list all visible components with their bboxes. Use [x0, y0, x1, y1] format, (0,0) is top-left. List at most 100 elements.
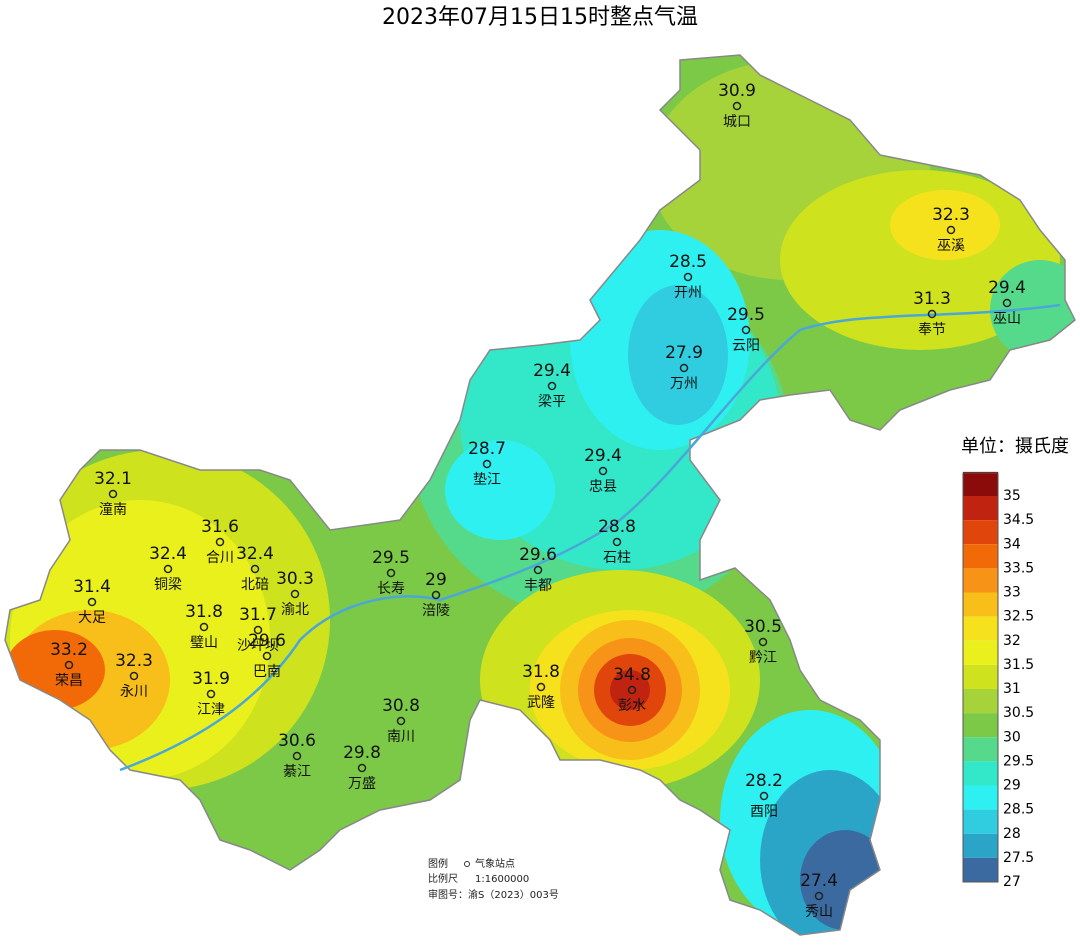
- station-value: 32.4: [236, 544, 274, 564]
- station-name: 彭水: [618, 698, 646, 714]
- station-marker: [108, 489, 118, 499]
- station-marker: [87, 597, 97, 607]
- legend-swatch: [963, 737, 998, 762]
- legend-swatch: [963, 833, 998, 858]
- station-name: 秀山: [805, 904, 833, 920]
- station: 31.4 大足: [73, 577, 111, 626]
- station-marker: [431, 590, 441, 600]
- legend-swatch: [963, 713, 998, 738]
- station: 28.5 开州: [669, 252, 707, 301]
- legend-tick: 31: [1003, 681, 1021, 697]
- station-marker: [292, 751, 302, 761]
- station: 28.8 石柱: [598, 517, 636, 566]
- station: 28.2 酉阳: [745, 771, 783, 820]
- legend-tick: 27.5: [1003, 850, 1034, 866]
- station-value: 32.3: [115, 651, 153, 671]
- legend-tick: 34: [1003, 536, 1021, 552]
- stations: 30.9 城口 32.3 巫溪 28.5 开州 29.5 云阳 31.3 奉节 29.4 巫山 27.9…: [50, 81, 1026, 920]
- station-name: 沙坪坝: [237, 638, 279, 654]
- station-value: 28.2: [745, 771, 783, 791]
- station-value: 32.3: [932, 205, 970, 225]
- station-name: 巫溪: [937, 238, 965, 254]
- station-name: 涪陵: [422, 603, 450, 619]
- station-value: 31.4: [73, 577, 111, 597]
- station-name: 永川: [120, 684, 148, 700]
- station-marker: [64, 660, 74, 670]
- legend-swatch: [963, 544, 998, 569]
- station-value: 29.5: [727, 305, 765, 325]
- station: 32.3 巫溪: [932, 205, 970, 254]
- station: 28.7 垫江: [468, 439, 506, 488]
- station-value: 31.8: [185, 602, 223, 622]
- station-value: 29.4: [533, 361, 571, 381]
- station: 31.7 沙坪坝: [237, 605, 279, 654]
- station-marker: [262, 651, 272, 661]
- legend-tick: 32.5: [1003, 609, 1034, 625]
- station-value: 29.4: [584, 446, 622, 466]
- boundary: [4, 54, 1076, 936]
- station-marker: [759, 791, 769, 801]
- station-name: 綦江: [283, 764, 311, 780]
- legend-tick: 30: [1003, 729, 1021, 745]
- station: 32.1 潼南: [94, 469, 132, 518]
- legend-swatch: [963, 520, 998, 545]
- station-value: 30.9: [718, 81, 756, 101]
- legend-swatch: [963, 689, 998, 714]
- station: 33.2 荣昌: [50, 640, 88, 689]
- station-marker: [206, 689, 216, 699]
- station-value: 29.8: [343, 743, 381, 763]
- station: 31.6 合川: [201, 517, 239, 566]
- station-name: 忠县: [589, 479, 617, 495]
- station-name: 合川: [206, 550, 234, 566]
- station-value: 27.4: [800, 871, 838, 891]
- station-marker: [250, 564, 260, 574]
- station-name: 铜梁: [154, 577, 182, 593]
- station: 30.6 綦江: [278, 731, 316, 780]
- approval: 审图号：渝S（2023）003号: [428, 888, 559, 901]
- station: 30.5 黔江: [744, 617, 782, 666]
- station-name: 大足: [78, 610, 106, 626]
- station: 31.8 璧山: [185, 602, 223, 651]
- station-label: 气象站点: [475, 857, 515, 870]
- station-marker: [946, 225, 956, 235]
- station-value: 28.8: [598, 517, 636, 537]
- legend-tick: 35: [1003, 488, 1021, 504]
- station: 30.8 南川: [382, 696, 420, 745]
- station-name: 万州: [670, 376, 698, 392]
- legend-swatch: [963, 809, 998, 834]
- station: 29.4 梁平: [533, 361, 571, 410]
- station: 34.8 彭水: [613, 665, 651, 714]
- station-value: 31.6: [201, 517, 239, 537]
- station-name: 巫山: [993, 311, 1021, 327]
- station-value: 30.3: [276, 569, 314, 589]
- station: 31.3 奉节: [913, 289, 951, 338]
- station-name: 渝北: [281, 602, 309, 618]
- legend-tick: 32: [1003, 633, 1021, 649]
- station-value: 28.7: [468, 439, 506, 459]
- station-marker: [290, 589, 300, 599]
- station-name: 璧山: [190, 634, 218, 651]
- station-marker: [533, 565, 543, 575]
- station-value: 30.8: [382, 696, 420, 716]
- station-name: 开州: [674, 285, 702, 301]
- station-name: 城口: [723, 114, 751, 130]
- station-name: 黔江: [749, 650, 777, 666]
- legend: 35 34.5 34 33.5 33 32.5 32 31.5 31 30.5 30 29.5 29 28…: [962, 471, 1034, 890]
- legend-swatch: [963, 568, 998, 593]
- station-marker: [215, 537, 225, 547]
- station: 29.8 万盛: [343, 743, 381, 792]
- temperature-field: [5, 55, 1075, 935]
- station-marker: [357, 763, 367, 773]
- station-value: 29.5: [372, 548, 410, 568]
- station-symbol: [464, 861, 470, 867]
- legend-swatch: [963, 616, 998, 641]
- legend-swatch: [963, 857, 998, 882]
- station-name: 丰都: [524, 578, 552, 594]
- station-marker: [396, 716, 406, 726]
- legend-tick: 27: [1003, 874, 1021, 890]
- station: 30.3 渝北: [276, 569, 314, 618]
- legend-frame: [962, 472, 999, 883]
- station-marker: [627, 685, 637, 695]
- legend-label: 图例: [428, 857, 448, 870]
